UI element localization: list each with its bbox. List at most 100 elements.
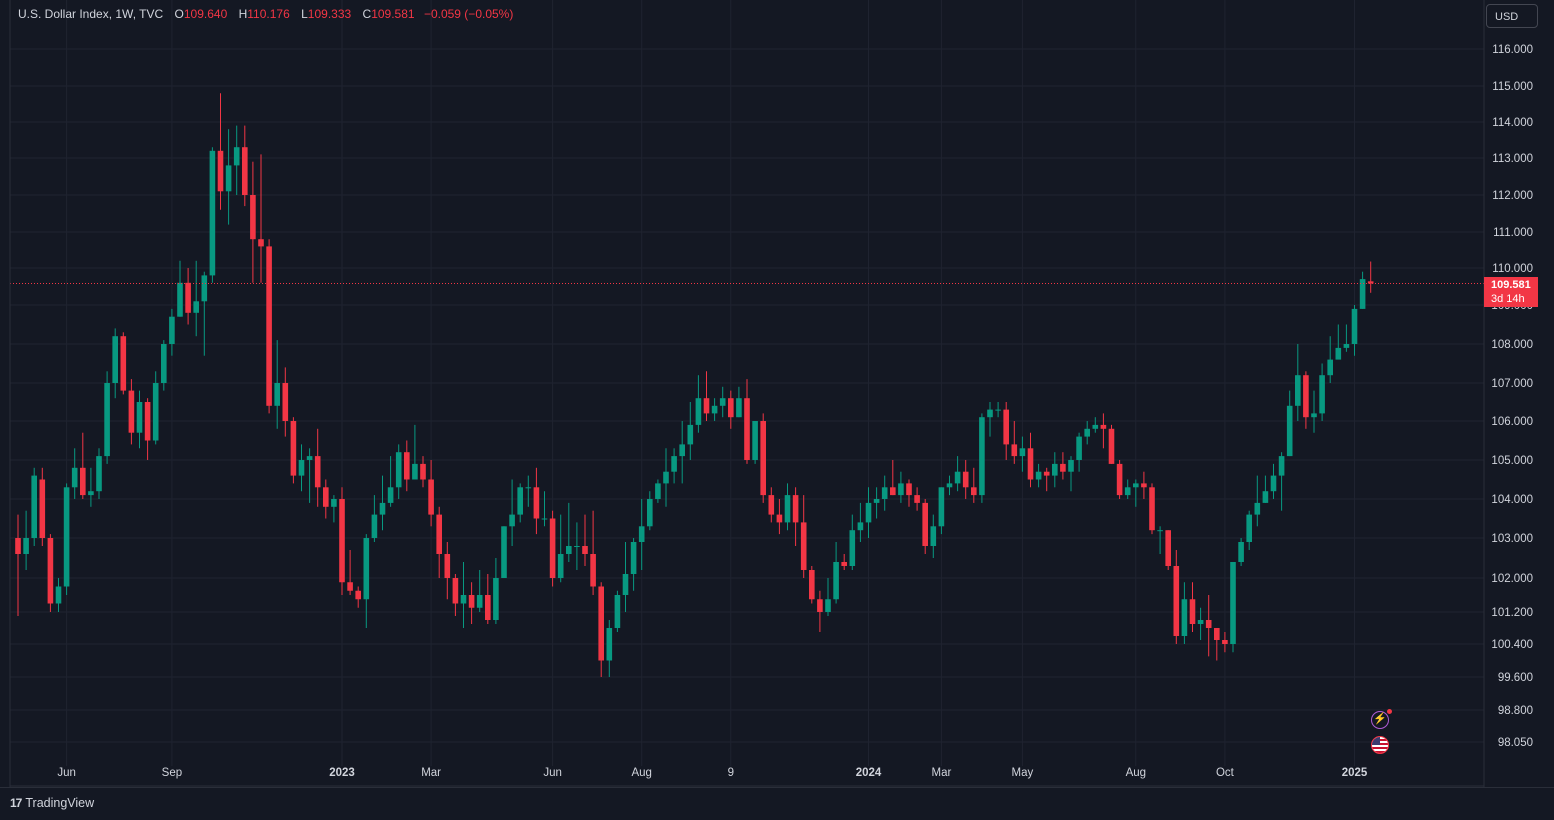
candle-body [1108, 428, 1115, 464]
candle-body [873, 499, 880, 503]
candle-body [88, 491, 94, 496]
candle-body [428, 479, 434, 515]
candle-body [1205, 620, 1212, 628]
candle-body [865, 502, 872, 523]
candle-body [1319, 375, 1325, 414]
candle-body [1367, 281, 1374, 284]
candle-body [185, 282, 191, 313]
candle-body [1327, 359, 1333, 376]
candle-body [898, 483, 904, 496]
candle-body [282, 383, 289, 421]
tradingview-logo[interactable]: 17 TradingView [10, 796, 94, 810]
footer: 17 TradingView [0, 787, 1554, 820]
candle-body [412, 463, 418, 480]
brand-name: TradingView [25, 796, 95, 810]
lightning-icon[interactable]: ⚡ [1371, 709, 1392, 729]
candle-body [881, 487, 888, 499]
candle-body [395, 452, 402, 488]
price-axis-label: 114.000 [1492, 117, 1533, 129]
candle-body [1351, 308, 1358, 344]
notification-dot [1387, 709, 1392, 714]
candle-body [39, 479, 46, 538]
us-flag-icon[interactable] [1371, 736, 1389, 754]
candle-body [776, 514, 783, 523]
price-axis[interactable]: 116.000 115.000 114.000 113.000 112.000 111.0… [1491, 44, 1533, 749]
candle-body [128, 390, 135, 433]
candle-body [946, 483, 953, 488]
candle-body [452, 578, 459, 604]
candle-body [436, 514, 442, 554]
candle-body [533, 487, 540, 519]
candle-body [841, 562, 847, 566]
open-label: O [174, 7, 184, 21]
candle-body [225, 165, 232, 192]
candle-body [703, 398, 710, 414]
candle-body [274, 383, 280, 406]
candle-body [728, 398, 734, 418]
price-chart[interactable]: 116.000 115.000 114.000 113.000 112.000 111.0… [0, 0, 1554, 787]
candle-body [1068, 460, 1074, 472]
low-value: 109.333 [307, 7, 352, 21]
time-axis-label: Aug [1126, 767, 1146, 779]
candle-body [1311, 413, 1317, 418]
candle-body [493, 578, 499, 620]
candle-body [501, 526, 507, 578]
time-axis-label: 2025 [1342, 767, 1368, 779]
low-label: L [301, 7, 308, 21]
candle-body [768, 495, 775, 515]
candle-body [1303, 375, 1309, 418]
candle-body [906, 483, 912, 496]
candle-body [922, 502, 928, 546]
candle-body [1214, 628, 1220, 640]
candle-body [1165, 530, 1171, 566]
candle-body [1254, 502, 1261, 515]
candle-body [1189, 599, 1196, 624]
candle-body [371, 514, 378, 538]
candle-body [930, 526, 937, 546]
candle-body [136, 402, 143, 433]
candle-body [971, 487, 977, 496]
candle-body [647, 499, 653, 527]
candle-body [655, 483, 661, 499]
candle-body [1262, 491, 1269, 503]
tradingview-logo-icon: 17 [10, 796, 22, 810]
candle-body [144, 402, 151, 441]
candle-body [719, 398, 726, 406]
time-axis-label: Sep [162, 767, 182, 779]
candle-body [711, 405, 718, 414]
time-axis-label: Mar [931, 767, 951, 779]
candle-body [638, 526, 645, 542]
candle-body [314, 456, 321, 488]
candle-body [323, 487, 329, 507]
candle-body [517, 487, 523, 515]
price-axis-label: 113.000 [1492, 153, 1533, 165]
candle-body [112, 336, 118, 383]
candle-body [460, 595, 467, 604]
candle-body [347, 582, 353, 591]
candle-body [663, 471, 669, 484]
candle-body [987, 409, 993, 418]
candle-body [582, 546, 588, 554]
candle-body [355, 590, 361, 600]
time-axis-label: Jun [543, 767, 562, 779]
candle-body [15, 538, 21, 554]
candle-body [47, 538, 54, 604]
candle-body [598, 586, 604, 661]
candle-body [752, 421, 758, 460]
candle-body [1149, 487, 1155, 531]
symbol-legend: U.S. Dollar Index, 1W, TVC O109.640 H110… [18, 7, 513, 21]
candle-body [809, 570, 815, 600]
candle-body [541, 518, 548, 520]
candle-body [549, 518, 556, 578]
time-axis[interactable]: Jun Sep 2023 Mar Jun Aug 9 2024 Mar May Aug Oct 2025 [57, 767, 1368, 779]
price-axis-label: 107.000 [1491, 378, 1533, 390]
candle-body [557, 554, 564, 578]
candle-body [63, 487, 70, 587]
symbol-title[interactable]: U.S. Dollar Index, 1W, TVC [18, 7, 164, 21]
currency-button[interactable]: USD [1486, 4, 1538, 28]
candle-body [1035, 471, 1042, 480]
price-axis-label: 104.000 [1491, 494, 1533, 506]
candle-body [169, 316, 175, 344]
candle-body [476, 595, 483, 608]
candle-body [23, 538, 29, 554]
